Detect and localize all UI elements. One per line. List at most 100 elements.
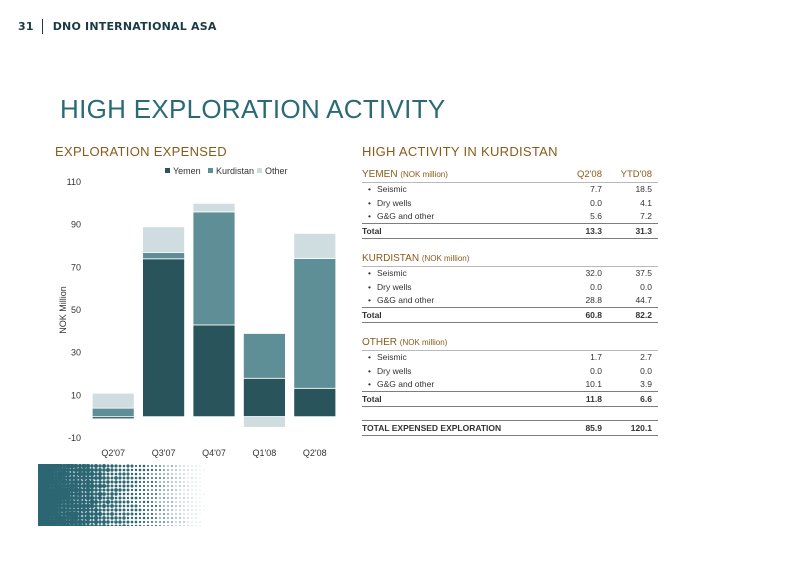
exploration-table: YEMEN (NOK million) Q2'08 YTD'08 • Seismic 7.… (362, 168, 658, 436)
table-row: • G&G and other 10.1 3.9 (362, 378, 658, 392)
table-cell (362, 406, 558, 421)
company-name: DNO INTERNATIONAL ASA (52, 20, 217, 33)
q2-value: 7.7 (590, 184, 602, 195)
y-tick-label: 90 (71, 220, 81, 230)
x-tick-label: Q3'07 (152, 448, 176, 458)
legend-swatch (208, 168, 213, 173)
column-header: YTD'08 (608, 168, 658, 183)
bar-yemen (293, 387, 337, 418)
q2-total: 60.8 (558, 307, 608, 323)
halftone-decoration (38, 464, 205, 526)
y-tick-label: -10 (68, 433, 81, 443)
row-label: • G&G and other (368, 379, 435, 390)
bar-yemen (192, 324, 236, 418)
header-divider (41, 19, 43, 34)
q2-total: 11.8 (558, 391, 608, 407)
bar-yemen (242, 377, 286, 418)
bar-other (142, 226, 185, 253)
q2-value: 5.6 (590, 211, 602, 222)
bar-other (192, 202, 236, 213)
table-row: • Dry wells 0.0 0.0 (362, 280, 658, 294)
bar-other (293, 233, 337, 259)
total-row: Total 11.8 6.6 (362, 391, 658, 407)
row-label: • Seismic (368, 352, 407, 363)
row-label: • G&G and other (368, 211, 435, 222)
bar-other (242, 416, 286, 428)
legend-label: Kurdistan (216, 166, 254, 176)
page-number: 31 (18, 20, 34, 33)
ytd-value: 0.0 (640, 365, 652, 376)
y-tick-label: 10 (71, 390, 81, 400)
table-cell (608, 406, 658, 421)
table-row: • Seismic 1.7 2.7 (362, 350, 658, 364)
row-label: • Dry wells (368, 197, 412, 208)
table-cell (608, 322, 658, 336)
table-subtitle: HIGH ACTIVITY IN KURDISTAN (362, 144, 558, 159)
page-header: 31 DNO INTERNATIONAL ASA (18, 19, 217, 34)
spacer-row (362, 238, 658, 252)
ytd-value: 7.2 (640, 211, 652, 222)
ytd-total: 31.3 (608, 223, 658, 239)
ytd-value: 18.5 (635, 184, 652, 195)
table-cell (362, 322, 558, 336)
bar-kurdistan (192, 211, 236, 326)
y-axis-label: NOK Million (58, 286, 68, 334)
section-header-row: OTHER (NOK million) (362, 336, 658, 351)
section-heading: KURDISTAN (NOK million) (362, 252, 558, 267)
bar-other (91, 392, 135, 409)
bar-kurdistan (91, 407, 135, 418)
total-row: Total 60.8 82.2 (362, 307, 658, 323)
total-label: Total (362, 307, 558, 323)
row-label: • Seismic (368, 268, 407, 279)
spacer-row (362, 406, 658, 421)
row-label: • Seismic (368, 184, 407, 195)
row-label: • Dry wells (368, 281, 412, 292)
ytd-total: 82.2 (608, 307, 658, 323)
table-row: • G&G and other 28.8 44.7 (362, 294, 658, 308)
q2-value: 1.7 (590, 352, 602, 363)
grand-total-label: TOTAL EXPENSED EXPLORATION (362, 420, 558, 436)
column-header (558, 336, 608, 351)
table-cell (608, 238, 658, 252)
q2-value: 0.0 (590, 281, 602, 292)
section-heading: YEMEN (NOK million) (362, 168, 558, 183)
bar-kurdistan (242, 333, 286, 379)
legend-label: Yemen (173, 166, 201, 176)
x-tick-label: Q2'07 (101, 448, 125, 458)
table-cell (558, 238, 608, 252)
page-title: HIGH EXPLORATION ACTIVITY (60, 94, 446, 124)
legend-label: Other (265, 166, 288, 176)
x-tick-label: Q4'07 (202, 448, 226, 458)
table-row: • Dry wells 0.0 0.0 (362, 364, 658, 378)
total-label: Total (362, 223, 558, 239)
legend-swatch (165, 168, 170, 173)
table-cell (558, 406, 608, 421)
q2-value: 0.0 (590, 197, 602, 208)
column-header (608, 252, 658, 267)
y-tick-label: 70 (71, 262, 81, 272)
q2-total: 13.3 (558, 223, 608, 239)
q2-value: 32.0 (585, 268, 602, 279)
section-header-row: YEMEN (NOK million) Q2'08 YTD'08 (362, 168, 658, 183)
ytd-total: 6.6 (608, 391, 658, 407)
table-cell (362, 238, 558, 252)
ytd-value: 3.9 (640, 379, 652, 390)
ytd-value: 2.7 (640, 352, 652, 363)
bar-kurdistan (142, 252, 185, 260)
legend-swatch (257, 168, 262, 173)
table-row: • Seismic 32.0 37.5 (362, 266, 658, 280)
bar-kurdistan (293, 258, 337, 389)
column-header (558, 252, 608, 267)
section-header-row: KURDISTAN (NOK million) (362, 252, 658, 267)
x-tick-label: Q2'08 (303, 448, 327, 458)
grand-total-q2: 85.9 (558, 420, 608, 436)
q2-value: 0.0 (590, 365, 602, 376)
y-tick-label: 110 (67, 177, 81, 187)
grand-total-row: TOTAL EXPENSED EXPLORATION 85.9 120.1 (362, 420, 658, 436)
q2-value: 28.8 (585, 295, 602, 306)
table-cell (558, 322, 608, 336)
grand-total-ytd: 120.1 (608, 420, 658, 436)
bar-yemen (142, 258, 185, 418)
total-label: Total (362, 391, 558, 407)
column-header: Q2'08 (558, 168, 608, 183)
